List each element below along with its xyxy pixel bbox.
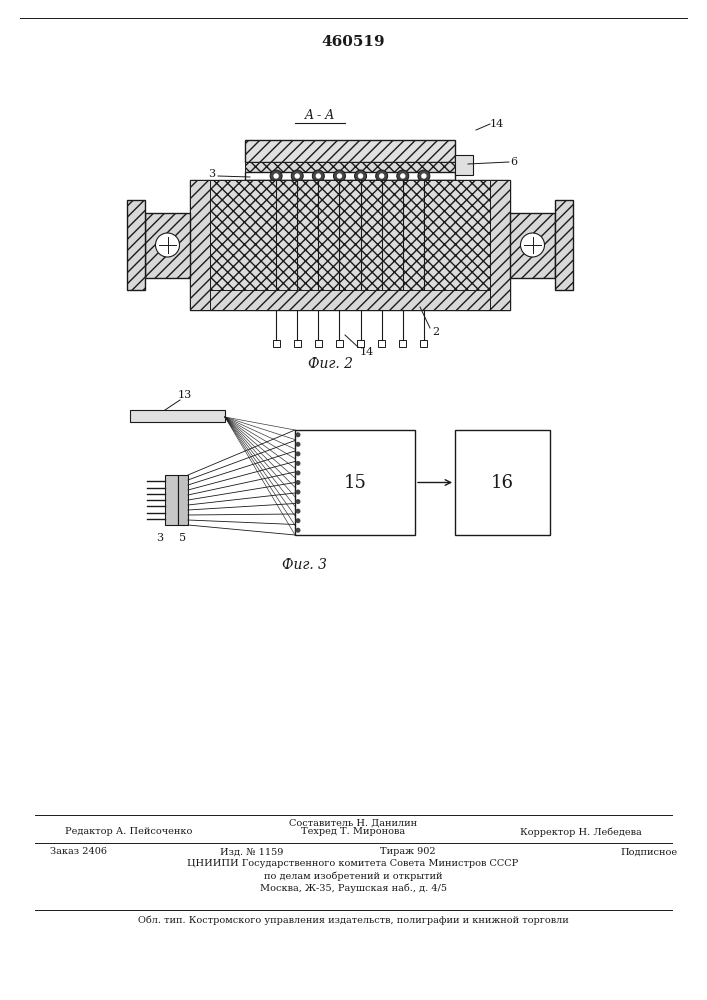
Text: ЦНИИПИ Государственного комитета Совета Министров СССР: ЦНИИПИ Государственного комитета Совета … (187, 859, 519, 868)
Bar (178, 475, 188, 525)
Text: 5: 5 (180, 533, 187, 543)
Text: Фиг. 3: Фиг. 3 (283, 558, 327, 572)
Text: Фиг. 2: Фиг. 2 (308, 357, 353, 371)
Bar (130, 410, 225, 422)
Bar (455, 155, 473, 175)
Circle shape (296, 499, 300, 504)
Bar (490, 180, 510, 310)
Bar (295, 430, 415, 535)
Circle shape (520, 233, 544, 257)
Text: 3: 3 (208, 169, 215, 179)
Circle shape (334, 170, 346, 182)
Circle shape (375, 170, 387, 182)
Circle shape (296, 451, 300, 456)
Text: 14: 14 (490, 119, 504, 129)
Circle shape (270, 170, 282, 182)
Text: Тираж 902: Тираж 902 (380, 848, 436, 856)
Bar (245, 172, 455, 180)
Text: 16: 16 (491, 474, 514, 491)
Text: Москва, Ж-35, Раушская наб., д. 4/5: Москва, Ж-35, Раушская наб., д. 4/5 (259, 883, 447, 893)
Circle shape (296, 518, 300, 523)
Text: A - A: A - A (305, 109, 335, 122)
Circle shape (421, 173, 426, 179)
Circle shape (296, 442, 300, 447)
Text: Редактор А. Пейсоченко: Редактор А. Пейсоченко (65, 828, 192, 836)
Bar (510, 213, 555, 277)
Circle shape (358, 173, 363, 179)
Text: по делам изобретений и открытий: по делам изобретений и открытий (264, 871, 443, 881)
Text: Подписное: Подписное (620, 848, 677, 856)
Bar (357, 340, 364, 347)
Circle shape (296, 509, 300, 514)
Circle shape (296, 461, 300, 466)
Text: 13: 13 (178, 390, 192, 400)
Bar (555, 200, 573, 290)
Circle shape (337, 173, 342, 179)
Bar (245, 140, 455, 162)
Bar (273, 340, 279, 347)
Circle shape (296, 490, 300, 495)
Bar (165, 475, 178, 525)
Circle shape (274, 173, 279, 179)
Circle shape (312, 170, 325, 182)
Text: Заказ 2406: Заказ 2406 (50, 848, 107, 856)
Bar (145, 213, 190, 277)
Bar (378, 340, 385, 347)
Circle shape (296, 432, 300, 437)
Text: Обл. тип. Костромского управления издательств, полиграфии и книжной торговли: Обл. тип. Костромского управления издате… (138, 915, 568, 925)
Bar (455, 430, 550, 535)
Circle shape (296, 470, 300, 475)
Circle shape (291, 170, 303, 182)
Bar (336, 340, 343, 347)
Text: Изд. № 1159: Изд. № 1159 (220, 848, 284, 856)
Circle shape (296, 480, 300, 485)
Circle shape (397, 170, 409, 182)
Text: 15: 15 (344, 474, 366, 491)
Bar (245, 162, 455, 172)
Circle shape (418, 170, 430, 182)
Bar (399, 340, 407, 347)
Text: Корректор Н. Лебедева: Корректор Н. Лебедева (520, 827, 642, 837)
Bar (210, 290, 490, 310)
Text: 460519: 460519 (321, 35, 385, 49)
Text: 2: 2 (432, 327, 439, 337)
Text: 6: 6 (510, 157, 517, 167)
Circle shape (315, 173, 321, 179)
Bar (293, 340, 300, 347)
Circle shape (379, 173, 385, 179)
Bar (190, 180, 210, 310)
Bar (315, 340, 322, 347)
Text: Техред Т. Миронова: Техред Т. Миронова (301, 828, 405, 836)
Circle shape (295, 173, 300, 179)
Text: 3: 3 (156, 533, 163, 543)
Circle shape (296, 528, 300, 533)
Circle shape (400, 173, 406, 179)
Circle shape (354, 170, 366, 182)
Bar (421, 340, 428, 347)
Bar (127, 200, 145, 290)
Text: 14: 14 (360, 347, 374, 357)
Bar (190, 180, 510, 310)
Circle shape (156, 233, 180, 257)
Bar (210, 180, 490, 290)
Text: Составитель Н. Данилин: Составитель Н. Данилин (289, 818, 417, 828)
